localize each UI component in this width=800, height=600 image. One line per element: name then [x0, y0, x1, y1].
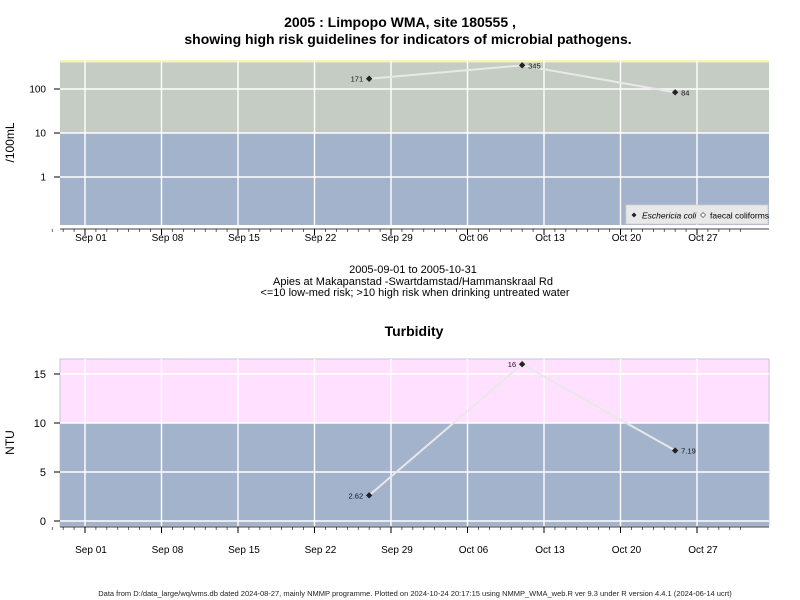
high-turbidity-band: [60, 359, 769, 423]
x-tick-label: Oct 06: [459, 545, 489, 556]
x-tick-label: Sep 15: [228, 233, 260, 244]
legend-faecal-label: faecal coliforms: [710, 211, 769, 221]
y-tick-label: 5: [40, 467, 46, 479]
low-turbidity-band: [60, 423, 769, 526]
legend-ecoli-marker: [631, 212, 637, 218]
x-tick-label: Oct 20: [612, 545, 642, 556]
turbidity-title: Turbidity: [384, 323, 444, 339]
date-range-caption: 2005-09-01 to 2005-10-31: [349, 264, 477, 276]
x-tick-label: Sep 01: [75, 233, 107, 244]
x-tick-label: Sep 22: [305, 545, 337, 556]
data-label: 345: [528, 61, 541, 70]
data-label: 171: [351, 75, 364, 84]
x-tick-label: Sep 22: [305, 233, 337, 244]
x-tick-label: Oct 27: [688, 545, 718, 556]
x-tick-label: Sep 08: [152, 233, 184, 244]
site-caption: Apies at Makapanstad -Swartdamstad/Hamma…: [272, 276, 553, 288]
data-label: 2.62: [349, 491, 364, 500]
ecoli-data-point: [518, 62, 526, 69]
high-risk-band: [60, 60, 769, 133]
data-label: 7.19: [681, 447, 696, 456]
y-tick-label: 10: [34, 418, 46, 430]
x-tick-label: Oct 20: [612, 233, 642, 244]
plot-frame: [59, 358, 770, 527]
turbidity-data-point: [518, 361, 526, 368]
x-tick-label: Sep 29: [381, 545, 413, 556]
y-tick-label: 100: [29, 85, 46, 96]
y-tick-label: 15: [34, 369, 46, 381]
legend: Eschericia coli faecal coliforms: [625, 204, 769, 225]
x-tick-label: Sep 08: [152, 545, 184, 556]
risk-caption: <=10 low-med risk; >10 high risk when dr…: [260, 287, 570, 299]
y-tick-label: 1: [40, 173, 46, 184]
high-risk-band-edge: [60, 60, 769, 63]
legend-faecal-marker: [700, 212, 706, 218]
legend-ecoli-label: Eschericia coli: [642, 211, 697, 221]
chart-title-line-1: 2005 : Limpopo WMA, site 180555 ,: [284, 14, 516, 30]
y-tick-label: 0: [40, 516, 46, 528]
y-tick-label: 10: [35, 129, 47, 140]
ecoli-data-point: [365, 75, 373, 82]
data-label: 84: [681, 88, 689, 97]
y-axis-label: /100mL: [3, 122, 17, 162]
x-tick-label: Oct 13: [535, 545, 565, 556]
x-tick-label: Sep 29: [381, 233, 413, 244]
turbidity-data-point: [671, 447, 679, 454]
x-tick-label: Sep 15: [228, 545, 260, 556]
chart-title-line-2: showing high risk guidelines for indicat…: [184, 31, 632, 47]
ecoli-data-point: [671, 89, 679, 96]
legend-box: [625, 204, 769, 225]
x-tick-label: Oct 27: [688, 233, 718, 244]
x-tick-label: Oct 06: [459, 233, 489, 244]
turbidity-data-point: [365, 492, 373, 499]
footer-note: Data from D:/data_large/wq/wms.db dated …: [98, 589, 732, 598]
data-label: 16: [508, 360, 516, 369]
x-tick-label: Sep 01: [75, 545, 107, 556]
y-axis-label: NTU: [3, 430, 17, 455]
x-tick-label: Oct 13: [535, 233, 565, 244]
